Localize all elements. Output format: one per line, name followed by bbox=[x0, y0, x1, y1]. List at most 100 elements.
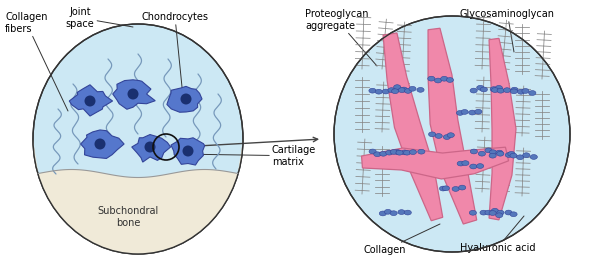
Ellipse shape bbox=[457, 161, 464, 166]
Ellipse shape bbox=[529, 91, 536, 95]
Ellipse shape bbox=[523, 153, 530, 158]
Ellipse shape bbox=[485, 148, 492, 153]
Ellipse shape bbox=[461, 109, 468, 114]
Polygon shape bbox=[69, 85, 113, 116]
Ellipse shape bbox=[390, 211, 397, 215]
Ellipse shape bbox=[495, 85, 502, 90]
Ellipse shape bbox=[489, 153, 496, 158]
Ellipse shape bbox=[442, 186, 449, 191]
Ellipse shape bbox=[385, 209, 392, 214]
Ellipse shape bbox=[390, 150, 397, 154]
Ellipse shape bbox=[435, 134, 442, 138]
Ellipse shape bbox=[446, 78, 454, 83]
Ellipse shape bbox=[404, 89, 412, 93]
Ellipse shape bbox=[33, 24, 243, 254]
Ellipse shape bbox=[428, 132, 436, 137]
Ellipse shape bbox=[401, 150, 409, 155]
Ellipse shape bbox=[394, 85, 401, 89]
Ellipse shape bbox=[400, 87, 407, 92]
Text: Proteoglycan
aggregate: Proteoglycan aggregate bbox=[305, 9, 377, 66]
Circle shape bbox=[145, 142, 155, 152]
Ellipse shape bbox=[478, 151, 485, 156]
Ellipse shape bbox=[489, 211, 496, 215]
Ellipse shape bbox=[394, 150, 401, 154]
Ellipse shape bbox=[497, 88, 504, 93]
Polygon shape bbox=[489, 38, 516, 220]
Ellipse shape bbox=[380, 151, 387, 156]
Text: Hyaluronic acid: Hyaluronic acid bbox=[460, 216, 535, 253]
Polygon shape bbox=[383, 33, 443, 221]
Circle shape bbox=[127, 88, 139, 100]
Ellipse shape bbox=[530, 155, 538, 159]
Ellipse shape bbox=[505, 210, 512, 215]
Ellipse shape bbox=[428, 76, 435, 81]
Ellipse shape bbox=[375, 89, 382, 94]
Ellipse shape bbox=[443, 135, 451, 139]
Text: Collagen: Collagen bbox=[364, 224, 440, 255]
Polygon shape bbox=[132, 135, 170, 162]
Ellipse shape bbox=[386, 150, 393, 155]
Ellipse shape bbox=[439, 186, 446, 191]
Ellipse shape bbox=[409, 87, 416, 91]
Text: Collagen
fibers: Collagen fibers bbox=[5, 12, 68, 111]
Text: Cartilage
matrix: Cartilage matrix bbox=[176, 145, 316, 167]
Ellipse shape bbox=[508, 151, 515, 156]
Ellipse shape bbox=[510, 153, 517, 158]
Ellipse shape bbox=[398, 88, 406, 93]
Ellipse shape bbox=[418, 149, 425, 154]
Ellipse shape bbox=[440, 76, 448, 81]
Ellipse shape bbox=[477, 85, 484, 90]
Ellipse shape bbox=[382, 89, 389, 94]
Ellipse shape bbox=[497, 151, 504, 156]
Text: Glycosaminoglycan: Glycosaminoglycan bbox=[460, 9, 555, 52]
Ellipse shape bbox=[452, 187, 459, 191]
Circle shape bbox=[94, 139, 106, 150]
Ellipse shape bbox=[398, 210, 405, 214]
Ellipse shape bbox=[403, 150, 410, 155]
Ellipse shape bbox=[391, 89, 398, 94]
Ellipse shape bbox=[496, 150, 503, 155]
Ellipse shape bbox=[409, 150, 416, 155]
Ellipse shape bbox=[497, 210, 504, 215]
Ellipse shape bbox=[396, 150, 403, 155]
Text: Subchondral
bone: Subchondral bone bbox=[97, 206, 158, 228]
Ellipse shape bbox=[517, 155, 524, 160]
Ellipse shape bbox=[458, 185, 466, 190]
Ellipse shape bbox=[369, 88, 376, 93]
Ellipse shape bbox=[476, 164, 484, 168]
Ellipse shape bbox=[334, 16, 570, 252]
Ellipse shape bbox=[491, 208, 499, 213]
Polygon shape bbox=[113, 80, 155, 109]
Ellipse shape bbox=[470, 149, 478, 154]
Ellipse shape bbox=[480, 210, 487, 215]
Ellipse shape bbox=[491, 88, 499, 92]
Circle shape bbox=[181, 93, 191, 104]
Ellipse shape bbox=[480, 87, 487, 92]
Ellipse shape bbox=[511, 89, 518, 94]
Circle shape bbox=[182, 146, 193, 156]
Polygon shape bbox=[171, 138, 205, 165]
Text: Joint
space: Joint space bbox=[65, 7, 133, 29]
Polygon shape bbox=[167, 87, 202, 112]
Polygon shape bbox=[362, 147, 509, 179]
Ellipse shape bbox=[457, 111, 464, 115]
Ellipse shape bbox=[417, 88, 424, 92]
Polygon shape bbox=[428, 28, 477, 224]
Ellipse shape bbox=[517, 89, 524, 94]
Ellipse shape bbox=[374, 152, 381, 157]
Ellipse shape bbox=[490, 150, 497, 155]
Ellipse shape bbox=[469, 110, 476, 115]
Ellipse shape bbox=[505, 153, 512, 158]
Ellipse shape bbox=[369, 149, 376, 154]
Ellipse shape bbox=[503, 88, 511, 93]
Ellipse shape bbox=[496, 213, 503, 218]
Ellipse shape bbox=[434, 78, 442, 83]
Ellipse shape bbox=[511, 87, 518, 92]
Ellipse shape bbox=[485, 210, 492, 215]
Ellipse shape bbox=[379, 211, 386, 216]
Ellipse shape bbox=[510, 212, 517, 217]
Polygon shape bbox=[33, 139, 243, 254]
Polygon shape bbox=[80, 130, 124, 158]
Ellipse shape bbox=[470, 164, 477, 169]
Ellipse shape bbox=[522, 89, 529, 93]
